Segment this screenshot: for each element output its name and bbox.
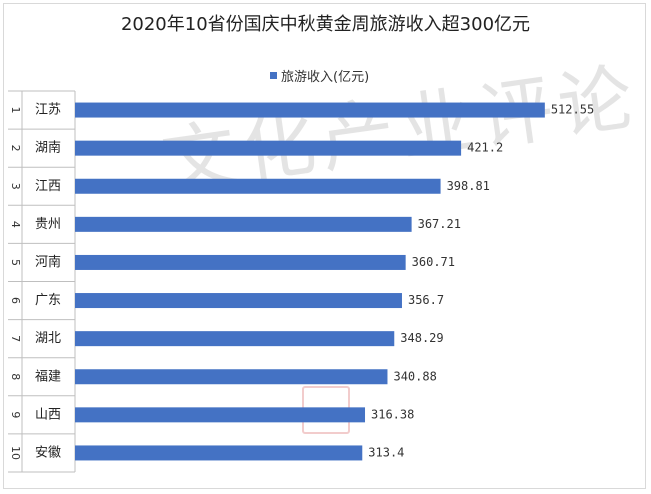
legend-label: 旅游收入(亿元) bbox=[281, 70, 370, 85]
data-label: 348.29 bbox=[400, 331, 443, 345]
bar bbox=[75, 407, 366, 423]
rank-label: 3 bbox=[9, 183, 22, 190]
data-label: 512.55 bbox=[551, 103, 594, 117]
rank-label: 2 bbox=[9, 145, 22, 152]
data-label: 313.4 bbox=[368, 445, 404, 459]
data-label: 316.38 bbox=[371, 407, 414, 421]
category-label: 江苏 bbox=[35, 102, 61, 118]
rank-label: 5 bbox=[9, 259, 22, 266]
category-label: 安徽 bbox=[35, 445, 61, 460]
bar bbox=[75, 331, 395, 347]
chart-title: 2020年10省份国庆中秋黄金周旅游收入超300亿元 bbox=[120, 14, 531, 35]
data-label: 356.7 bbox=[408, 293, 444, 307]
category-label: 福建 bbox=[35, 369, 61, 384]
bar bbox=[75, 140, 462, 156]
bar bbox=[75, 445, 363, 461]
data-label: 421.2 bbox=[467, 141, 503, 155]
data-label: 360.71 bbox=[412, 255, 455, 269]
category-label: 贵州 bbox=[35, 217, 61, 232]
rank-label: 7 bbox=[9, 335, 22, 342]
bar bbox=[75, 254, 406, 270]
category-label: 湖北 bbox=[35, 331, 61, 346]
category-label: 山西 bbox=[35, 407, 61, 422]
category-label: 江西 bbox=[35, 179, 61, 194]
data-label: 398.81 bbox=[447, 179, 490, 193]
bar bbox=[75, 293, 402, 309]
bar bbox=[75, 178, 441, 194]
rank-label: 4 bbox=[9, 221, 22, 228]
data-label: 340.88 bbox=[393, 369, 436, 383]
category-label: 湖南 bbox=[35, 140, 61, 156]
rank-label: 9 bbox=[9, 411, 22, 418]
bar bbox=[75, 369, 388, 385]
category-label: 河南 bbox=[35, 254, 61, 270]
data-label: 367.21 bbox=[418, 217, 461, 231]
legend-swatch bbox=[270, 72, 277, 79]
rank-label: 1 bbox=[9, 107, 22, 114]
bar bbox=[75, 102, 545, 118]
rank-label: 6 bbox=[9, 297, 22, 304]
bar bbox=[75, 216, 412, 232]
category-label: 广东 bbox=[35, 293, 61, 308]
rank-label: 8 bbox=[9, 373, 22, 380]
legend: 旅游收入(亿元) bbox=[270, 66, 369, 85]
rank-label: 10 bbox=[9, 446, 22, 460]
